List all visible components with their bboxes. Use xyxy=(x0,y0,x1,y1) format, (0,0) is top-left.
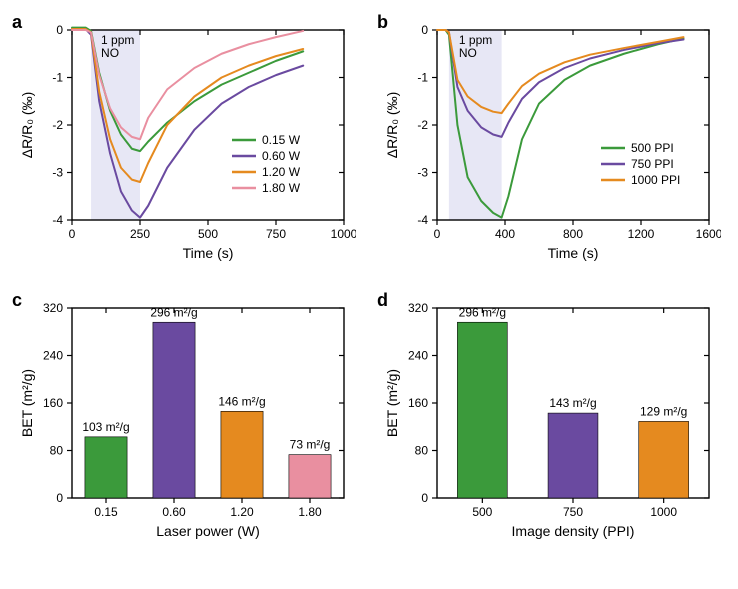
svg-text:73 m²/g: 73 m²/g xyxy=(290,438,331,452)
chart-d: 0 80 160 240 320 500 296 m²/g 750 143 m²/g 1000 12… xyxy=(381,294,721,544)
svg-text:103 m²/g: 103 m²/g xyxy=(82,420,129,434)
svg-text:129 m²/g: 129 m²/g xyxy=(640,404,687,418)
svg-text:500: 500 xyxy=(472,505,492,519)
svg-text:400: 400 xyxy=(495,227,515,241)
svg-text:250: 250 xyxy=(130,227,150,241)
svg-text:0.60: 0.60 xyxy=(162,505,186,519)
svg-text:1000 PPI: 1000 PPI xyxy=(631,173,680,187)
svg-text:-3: -3 xyxy=(417,166,428,180)
svg-text:1000: 1000 xyxy=(650,505,677,519)
svg-text:160: 160 xyxy=(43,396,63,410)
svg-text:320: 320 xyxy=(408,301,428,315)
svg-text:-3: -3 xyxy=(52,166,63,180)
svg-text:80: 80 xyxy=(50,444,64,458)
svg-text:750 PPI: 750 PPI xyxy=(631,157,674,171)
svg-text:-4: -4 xyxy=(52,213,63,227)
panel-a: a 1 ppmNO02505007501000-4-3-2-10Time (s)… xyxy=(16,16,357,266)
svg-text:Image density (PPI): Image density (PPI) xyxy=(512,523,635,539)
svg-text:1 ppm: 1 ppm xyxy=(101,33,134,47)
svg-text:0.15 W: 0.15 W xyxy=(262,133,301,147)
svg-text:ΔR/R₀ (‰): ΔR/R₀ (‰) xyxy=(384,92,400,159)
chart-a: 1 ppmNO 0 250 500 750 1000 -4 -3 -2 -1 0 Time (s) ΔR… xyxy=(16,16,356,266)
panel-b-label: b xyxy=(377,12,388,33)
panel-c: c 0801602403200.15103 m²/g0.60296 m²/g1.… xyxy=(16,294,357,544)
svg-text:1000: 1000 xyxy=(331,227,356,241)
svg-text:240: 240 xyxy=(43,349,63,363)
svg-text:296 m²/g: 296 m²/g xyxy=(459,305,506,319)
svg-text:800: 800 xyxy=(563,227,583,241)
svg-text:NO: NO xyxy=(101,46,119,60)
svg-text:-1: -1 xyxy=(52,71,63,85)
panel-c-label: c xyxy=(12,290,22,311)
svg-text:750: 750 xyxy=(266,227,286,241)
svg-text:500: 500 xyxy=(198,227,218,241)
svg-text:NO: NO xyxy=(459,46,477,60)
svg-text:ΔR/R₀ (‰): ΔR/R₀ (‰) xyxy=(19,92,35,159)
svg-text:0: 0 xyxy=(69,227,76,241)
panel-d-label: d xyxy=(377,290,388,311)
figure-grid: a 1 ppmNO02505007501000-4-3-2-10Time (s)… xyxy=(16,16,722,544)
panel-d: d 080160240320500296 m²/g750143 m²/g1000… xyxy=(381,294,722,544)
svg-text:296 m²/g: 296 m²/g xyxy=(150,305,197,319)
svg-text:-1: -1 xyxy=(417,71,428,85)
svg-text:0: 0 xyxy=(56,491,63,505)
svg-text:0: 0 xyxy=(56,23,63,37)
svg-text:Time (s): Time (s) xyxy=(183,245,234,261)
svg-text:-2: -2 xyxy=(417,118,428,132)
svg-text:Laser power (W): Laser power (W) xyxy=(156,523,259,539)
svg-text:-4: -4 xyxy=(417,213,428,227)
svg-text:0: 0 xyxy=(421,23,428,37)
svg-text:0: 0 xyxy=(421,491,428,505)
svg-text:0: 0 xyxy=(434,227,441,241)
svg-text:1600: 1600 xyxy=(696,227,721,241)
svg-text:1200: 1200 xyxy=(628,227,655,241)
panel-b: b 1 ppmNO040080012001600-4-3-2-10Time (s… xyxy=(381,16,722,266)
svg-text:0.60 W: 0.60 W xyxy=(262,149,301,163)
svg-text:320: 320 xyxy=(43,301,63,315)
svg-text:500 PPI: 500 PPI xyxy=(631,141,674,155)
svg-text:0.15: 0.15 xyxy=(94,505,118,519)
svg-text:-2: -2 xyxy=(52,118,63,132)
panel-a-label: a xyxy=(12,12,22,33)
svg-text:160: 160 xyxy=(408,396,428,410)
svg-text:Time (s): Time (s) xyxy=(548,245,599,261)
svg-text:80: 80 xyxy=(415,444,429,458)
svg-text:1.80: 1.80 xyxy=(298,505,322,519)
svg-text:1.20 W: 1.20 W xyxy=(262,165,301,179)
svg-text:BET (m²/g): BET (m²/g) xyxy=(19,369,35,437)
svg-text:BET (m²/g): BET (m²/g) xyxy=(384,369,400,437)
svg-text:146 m²/g: 146 m²/g xyxy=(218,394,265,408)
chart-b: 1 ppmNO 0 400 800 1200 1600 -4 -3 -2 -1 0 Time (s) Δ… xyxy=(381,16,721,266)
svg-text:240: 240 xyxy=(408,349,428,363)
svg-text:1.80 W: 1.80 W xyxy=(262,181,301,195)
svg-text:143 m²/g: 143 m²/g xyxy=(549,396,596,410)
svg-text:1.20: 1.20 xyxy=(230,505,254,519)
svg-text:750: 750 xyxy=(563,505,583,519)
svg-text:1 ppm: 1 ppm xyxy=(459,33,492,47)
chart-c: 0 80 160 240 320 0.15 103 m²/g 0.60 296 m²/g 1.20… xyxy=(16,294,356,544)
